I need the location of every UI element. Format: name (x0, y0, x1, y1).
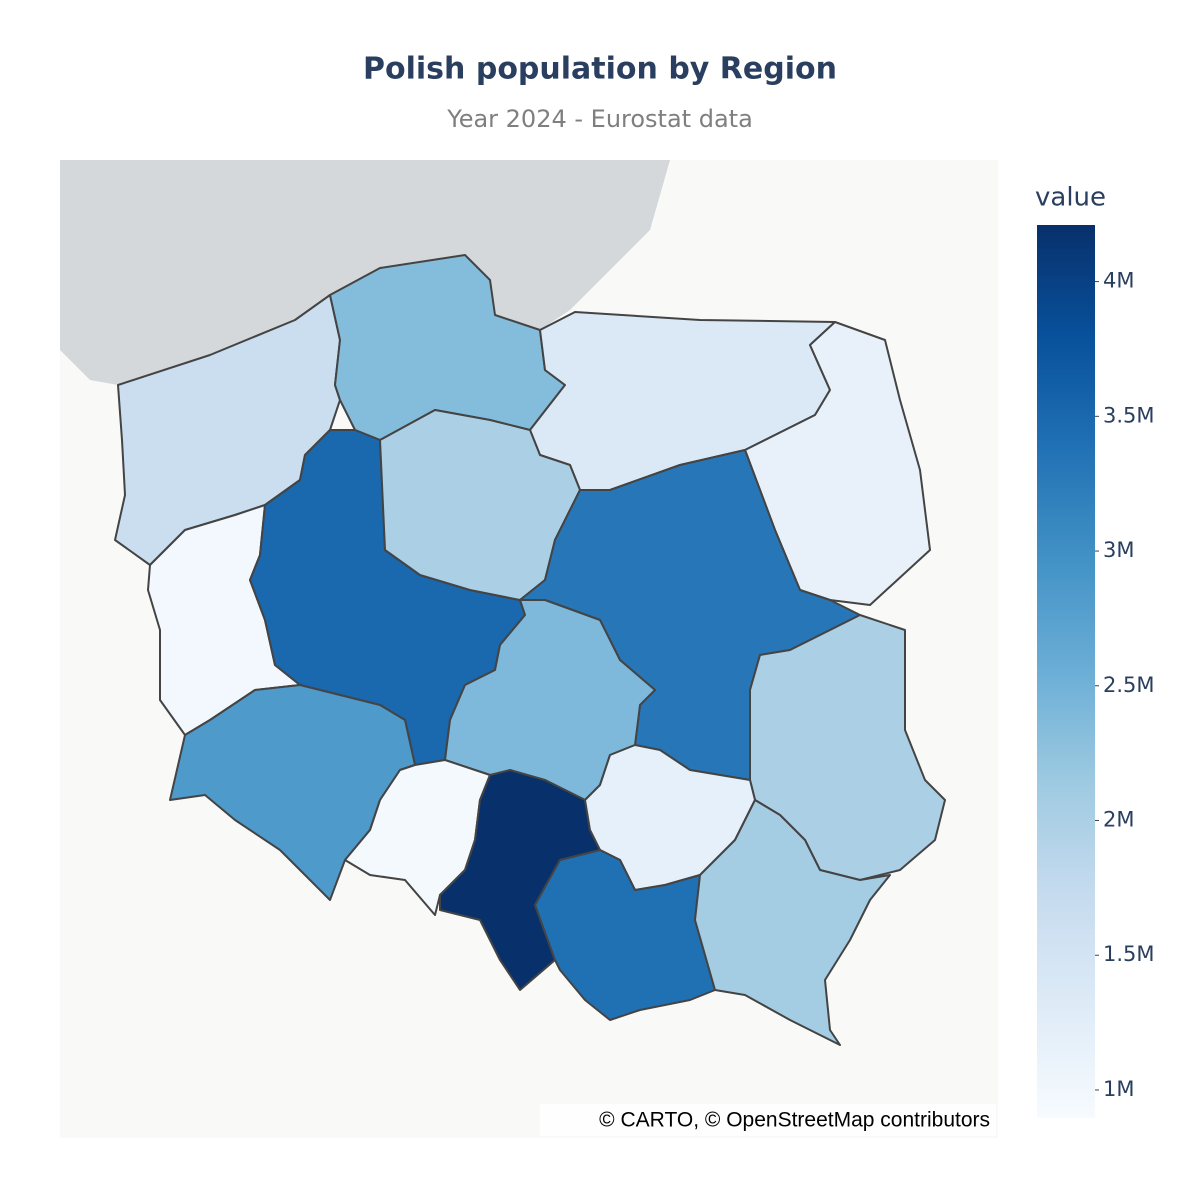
region (694, 799, 891, 1046)
colorbar-tick-label: 1.5M (1103, 942, 1155, 966)
colorbar-tick-label: 2M (1103, 808, 1134, 832)
colorbar-tick-label: 1M (1103, 1077, 1134, 1101)
attribution-bg (540, 1104, 996, 1136)
subtitle: Year 2024 - Eurostat data (446, 105, 753, 133)
colorbar-title: value (1035, 183, 1106, 213)
colorbar (1037, 225, 1095, 1118)
colorbar-tick-label: 3M (1103, 538, 1134, 562)
colorbar-tick-label: 2.5M (1103, 673, 1155, 697)
region (439, 769, 601, 991)
title: Polish population by Region (363, 52, 837, 87)
colorbar-tick-label: 4M (1103, 269, 1134, 293)
sea (60, 160, 670, 385)
regions (114, 254, 946, 1046)
colorbar-tick-label: 3.5M (1103, 403, 1155, 427)
attribution[interactable]: © CARTO, © OpenStreetMap contributors (599, 1109, 990, 1132)
region (534, 849, 716, 1021)
